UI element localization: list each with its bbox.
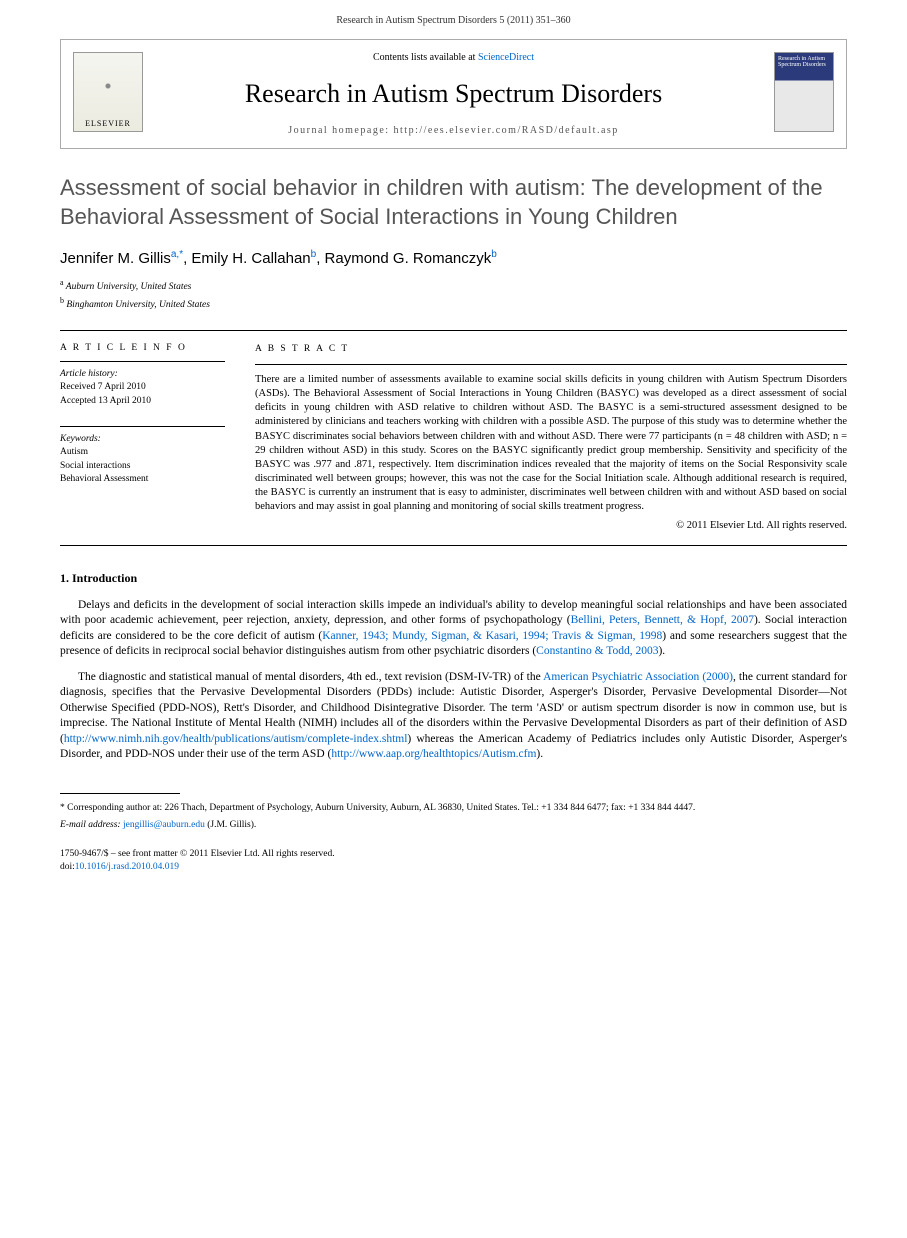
corr-text: Corresponding author at: 226 Thach, Depa… — [65, 803, 696, 813]
journal-homepage: Journal homepage: http://ees.elsevier.co… — [61, 117, 846, 136]
corresponding-email-line: E-mail address: jengillis@auburn.edu (J.… — [60, 819, 847, 832]
cover-thumb-text: Research in Autism Spectrum Disorders — [778, 56, 826, 68]
intro-para-1: Delays and deficits in the development o… — [60, 598, 847, 660]
p1-cite3[interactable]: Constantino & Todd, 2003 — [536, 645, 658, 657]
affil-b-text: Binghamton University, United States — [66, 300, 210, 310]
doi-prefix: doi: — [60, 862, 75, 872]
p2-cite1[interactable]: American Psychiatric Association (2000) — [543, 671, 733, 683]
contents-line: Contents lists available at ScienceDirec… — [61, 52, 846, 71]
p2-link1[interactable]: http://www.nimh.nih.gov/health/publicati… — [64, 733, 408, 745]
info-rule-2 — [60, 426, 225, 427]
corr-email-link[interactable]: jengillis@auburn.edu — [123, 820, 205, 830]
journal-cover-thumbnail: Research in Autism Spectrum Disorders — [774, 52, 834, 132]
received-date: Received 7 April 2010 — [60, 382, 146, 392]
footnote-rule — [60, 793, 180, 794]
email-label: E-mail address: — [60, 820, 123, 830]
history-label: Article history: — [60, 369, 118, 379]
author-1: Jennifer M. Gillis — [60, 250, 171, 267]
p1-cite2[interactable]: Kanner, 1943; Mundy, Sigman, & Kasari, 1… — [322, 630, 662, 642]
p1-cite1[interactable]: Bellini, Peters, Bennett, & Hopf, 2007 — [571, 614, 754, 626]
abstract-text: There are a limited number of assessment… — [255, 373, 847, 515]
doi-link[interactable]: 10.1016/j.rasd.2010.04.019 — [75, 862, 179, 872]
affiliations: a Auburn University, United States b Bin… — [60, 277, 847, 312]
keyword-1: Autism — [60, 447, 88, 457]
article-info-heading: A R T I C L E I N F O — [60, 343, 225, 353]
affil-a-sup: a — [60, 278, 64, 287]
affil-b-sup: b — [60, 296, 64, 305]
p2-a: The diagnostic and statistical manual of… — [78, 671, 543, 683]
running-header: Research in Autism Spectrum Disorders 5 … — [0, 0, 907, 34]
elsevier-logo: ELSEVIER — [73, 52, 143, 132]
email-suffix: (J.M. Gillis). — [205, 820, 256, 830]
elsevier-label: ELSEVIER — [85, 119, 131, 131]
intro-para-2: The diagnostic and statistical manual of… — [60, 670, 847, 763]
page-footer: 1750-9467/$ – see front matter © 2011 El… — [60, 848, 847, 875]
issn-line: 1750-9467/$ – see front matter © 2011 El… — [60, 848, 847, 861]
article-info-sidebar: A R T I C L E I N F O Article history: R… — [60, 331, 240, 545]
author-1-sup: a,* — [171, 249, 183, 260]
abstract-rule — [255, 364, 847, 365]
affiliation-b: b Binghamton University, United States — [60, 295, 847, 312]
elsevier-tree-icon — [83, 64, 133, 119]
accepted-date: Accepted 13 April 2010 — [60, 396, 151, 406]
p2-d: ). — [536, 748, 543, 760]
author-3: , Raymond G. Romanczyk — [316, 250, 491, 267]
info-rule — [60, 361, 225, 362]
abstract-block: A B S T R A C T There are a limited numb… — [240, 331, 847, 545]
keyword-3: Behavioral Assessment — [60, 474, 148, 484]
author-3-sup: b — [491, 249, 497, 260]
keyword-2: Social interactions — [60, 461, 130, 471]
article-history: Article history: Received 7 April 2010 A… — [60, 368, 225, 408]
authors-line: Jennifer M. Gillisa,*, Emily H. Callahan… — [60, 249, 847, 267]
affil-a-text: Auburn University, United States — [66, 282, 192, 292]
keywords-block: Keywords: Autism Social interactions Beh… — [60, 433, 225, 486]
abstract-heading: A B S T R A C T — [255, 343, 847, 356]
abstract-copyright: © 2011 Elsevier Ltd. All rights reserved… — [255, 519, 847, 533]
affiliation-a: a Auburn University, United States — [60, 277, 847, 294]
section-1-heading: 1. Introduction — [60, 571, 847, 586]
sciencedirect-link[interactable]: ScienceDirect — [478, 52, 534, 63]
article-title: Assessment of social behavior in childre… — [60, 174, 847, 231]
corresponding-author-note: * Corresponding author at: 226 Thach, De… — [60, 802, 847, 815]
journal-masthead: ELSEVIER Research in Autism Spectrum Dis… — [60, 39, 847, 149]
author-2: , Emily H. Callahan — [183, 250, 311, 267]
contents-prefix: Contents lists available at — [373, 52, 478, 63]
p2-link2[interactable]: http://www.aap.org/healthtopics/Autism.c… — [331, 748, 536, 760]
doi-line: doi:10.1016/j.rasd.2010.04.019 — [60, 861, 847, 874]
keywords-label: Keywords: — [60, 434, 101, 444]
journal-title: Research in Autism Spectrum Disorders — [61, 71, 846, 117]
p1-d: ). — [658, 645, 665, 657]
